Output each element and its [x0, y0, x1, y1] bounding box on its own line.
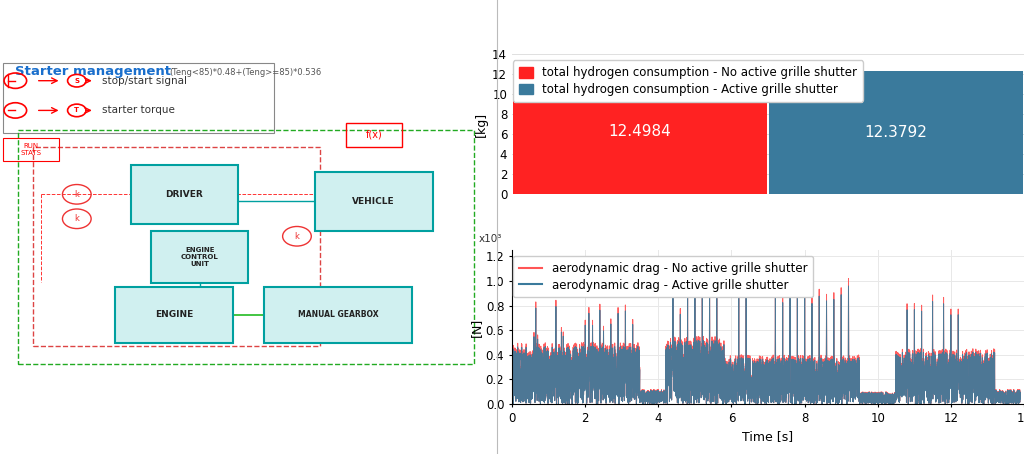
aerodynamic drag - Active grille shutter	[703, 276, 716, 282]
aerodynamic drag - Active grille shutter	[641, 401, 653, 407]
aerodynamic drag - No active grille shutter	[1014, 395, 1024, 400]
aerodynamic drag - Active grille shutter	[1014, 395, 1024, 400]
Text: S: S	[75, 78, 79, 84]
Text: (Teng<85)*0.48+(Teng>=85)*0.536: (Teng<85)*0.48+(Teng>=85)*0.536	[170, 69, 322, 78]
Text: T: T	[75, 108, 79, 114]
FancyBboxPatch shape	[2, 63, 274, 133]
Y-axis label: [N]: [N]	[470, 317, 483, 337]
X-axis label: Time [s]: Time [s]	[742, 430, 794, 443]
Text: MANUAL GEARBOX: MANUAL GEARBOX	[298, 311, 378, 320]
aerodynamic drag - No active grille shutter	[924, 397, 936, 403]
aerodynamic drag - No active grille shutter	[700, 401, 713, 406]
aerodynamic drag - No active grille shutter	[598, 387, 610, 393]
Text: ENGINE
CONTROL
UNIT: ENGINE CONTROL UNIT	[181, 247, 218, 267]
Text: 12.3792: 12.3792	[864, 125, 928, 140]
Bar	[513, 69, 767, 194]
Text: x10³: x10³	[479, 234, 502, 244]
aerodynamic drag - Active grille shutter	[924, 398, 936, 403]
aerodynamic drag - Active grille shutter	[700, 401, 713, 406]
Text: DRIVER: DRIVER	[166, 190, 203, 199]
FancyBboxPatch shape	[152, 231, 248, 283]
Text: starter torque: starter torque	[102, 105, 175, 115]
Text: Starter management: Starter management	[15, 65, 171, 78]
Text: k: k	[75, 190, 79, 199]
FancyBboxPatch shape	[315, 172, 432, 231]
aerodynamic drag - Active grille shutter	[886, 394, 898, 399]
aerodynamic drag - Active grille shutter	[506, 357, 518, 362]
Y-axis label: [kg]: [kg]	[475, 112, 488, 137]
Line: aerodynamic drag - Active grille shutter: aerodynamic drag - Active grille shutter	[512, 279, 1020, 404]
FancyBboxPatch shape	[115, 287, 233, 343]
aerodynamic drag - No active grille shutter	[641, 401, 653, 407]
Text: ENGINE: ENGINE	[155, 311, 194, 320]
aerodynamic drag - Active grille shutter	[598, 388, 610, 394]
Text: VEHICLE: VEHICLE	[352, 197, 395, 206]
Bar	[769, 71, 1023, 194]
Text: 12.4984: 12.4984	[608, 124, 672, 139]
aerodynamic drag - No active grille shutter	[703, 268, 716, 274]
FancyBboxPatch shape	[264, 287, 412, 343]
aerodynamic drag - Active grille shutter	[837, 365, 849, 370]
aerodynamic drag - No active grille shutter	[811, 367, 823, 372]
aerodynamic drag - No active grille shutter	[886, 393, 898, 399]
aerodynamic drag - No active grille shutter	[506, 354, 518, 359]
FancyBboxPatch shape	[131, 165, 238, 224]
aerodynamic drag - Active grille shutter	[811, 369, 823, 374]
Legend: total hydrogen consumption - No active grille shutter, total hydrogen consumptio: total hydrogen consumption - No active g…	[513, 60, 863, 102]
Text: RUN
STATS: RUN STATS	[20, 143, 41, 156]
Text: k: k	[75, 214, 79, 223]
Text: f(x): f(x)	[366, 130, 382, 140]
Legend: aerodynamic drag - No active grille shutter, aerodynamic drag - Active grille sh: aerodynamic drag - No active grille shut…	[513, 256, 813, 297]
Text: stop/start signal: stop/start signal	[102, 76, 187, 86]
aerodynamic drag - No active grille shutter	[837, 362, 849, 368]
Line: aerodynamic drag - No active grille shutter: aerodynamic drag - No active grille shut…	[512, 271, 1020, 404]
Text: k: k	[295, 232, 299, 241]
